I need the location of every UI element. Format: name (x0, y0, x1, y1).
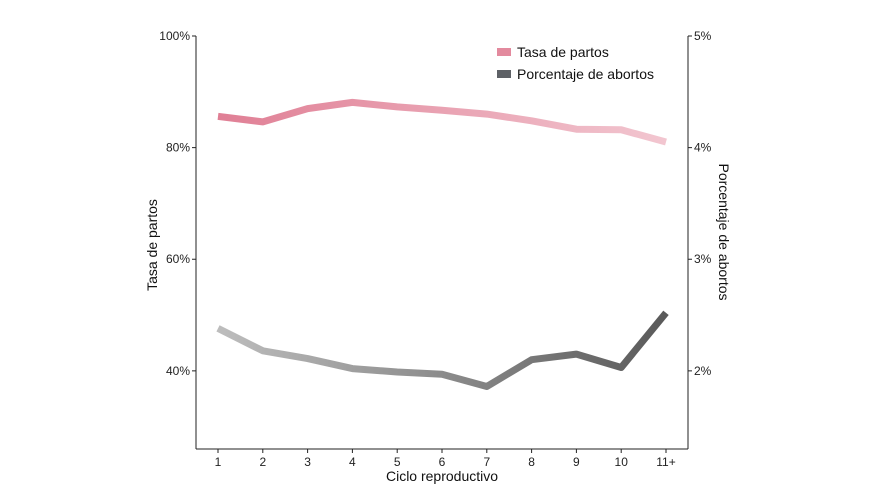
x-tick-label: 7 (483, 455, 490, 469)
legend-swatch (497, 48, 511, 56)
y-right-tick-label: 2% (694, 364, 712, 378)
x-tick-label: 8 (528, 455, 535, 469)
legend: Tasa de partos Porcentaje de abortos (497, 44, 654, 82)
x-tick-label: 5 (394, 455, 401, 469)
y-left-tick-label: 80% (166, 141, 190, 155)
x-tick-label: 11+ (656, 455, 675, 469)
series-layer (216, 98, 669, 390)
series-line-porcentaje-de-abortos (216, 310, 669, 390)
x-tick-label: 6 (439, 455, 446, 469)
y-axis-right-title: Porcentaje de abortos (716, 164, 732, 301)
y-axis-left-title: Tasa de partos (144, 199, 160, 291)
x-tick-label: 3 (304, 455, 311, 469)
y-right-tick-label: 3% (694, 252, 712, 266)
legend-swatch (497, 70, 511, 78)
legend-label: Tasa de partos (517, 44, 609, 60)
y-right-tick-label: 5% (694, 29, 712, 43)
y-left-tick-label: 60% (166, 252, 190, 266)
series-line-tasa-de-partos (217, 98, 667, 146)
y-right-tick-label: 4% (694, 141, 712, 155)
axes: 40% 60% 80% 100% 2% 3% 4% 5% 1 2 3 4 5 6 7 8 9 10 11+ (159, 29, 711, 469)
legend-label: Porcentaje de abortos (517, 66, 654, 82)
x-tick-label: 9 (573, 455, 580, 469)
x-tick-label: 2 (259, 455, 266, 469)
x-tick-label: 10 (615, 455, 629, 469)
y-left-tick-label: 100% (159, 29, 190, 43)
x-tick-label: 1 (215, 455, 222, 469)
x-axis-title: Ciclo reproductivo (386, 468, 498, 484)
x-tick-label: 4 (349, 455, 356, 469)
y-left-tick-label: 40% (166, 364, 190, 378)
